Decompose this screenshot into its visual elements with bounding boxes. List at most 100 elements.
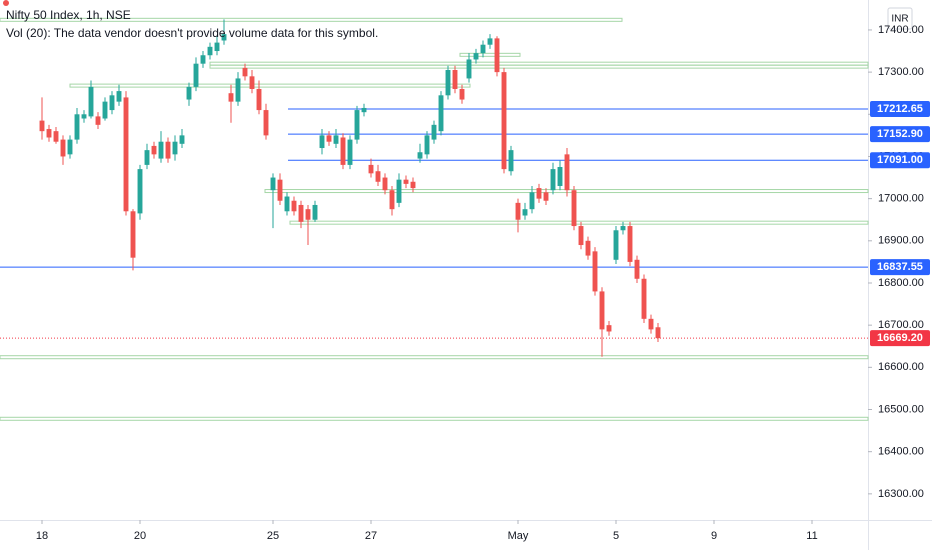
candle-body: [459, 88, 465, 100]
candle-body: [585, 240, 591, 256]
candle-body: [263, 110, 269, 136]
candle-body: [326, 135, 332, 142]
candle-body: [207, 46, 213, 56]
x-tick-label: 25: [267, 530, 279, 542]
candle-body: [298, 204, 304, 222]
currency: INR: [891, 14, 908, 25]
candle-body: [130, 211, 136, 258]
candle-body: [158, 141, 164, 159]
candle-body: [277, 179, 283, 201]
candle-body: [592, 251, 598, 292]
candle-body: [445, 70, 451, 96]
plot-area: [0, 17, 869, 421]
candle-body: [221, 34, 227, 41]
candle-body: [522, 209, 528, 216]
candle-body: [123, 97, 129, 212]
candle-body: [466, 59, 472, 79]
candle-body: [529, 192, 535, 210]
candle-body: [270, 177, 276, 191]
candle-body: [494, 38, 500, 73]
candle-body: [655, 327, 661, 339]
zone-line: [0, 416, 869, 421]
candle-body: [305, 209, 311, 220]
zone-line: [0, 17, 623, 22]
candle-body: [375, 171, 381, 182]
candle-body: [410, 181, 416, 189]
candle-body: [396, 179, 402, 203]
x-tick-label: 11: [806, 530, 817, 542]
candle-body: [543, 192, 549, 201]
candle-body: [186, 86, 192, 100]
candle-body: [508, 150, 514, 172]
price-line-label: 16837.55: [877, 261, 923, 273]
candle-body: [417, 152, 423, 159]
candle-body: [137, 169, 143, 214]
candle-body: [109, 95, 115, 111]
candle-body: [312, 204, 318, 220]
candle-body: [452, 70, 458, 89]
price-line-label: 17091.00: [877, 154, 923, 166]
zone-line: [209, 64, 869, 69]
candle-body: [46, 129, 52, 138]
y-tick-label: 16500.00: [878, 403, 924, 415]
candle-body: [389, 190, 395, 210]
candle-body: [564, 154, 570, 191]
currency-box[interactable]: [887, 7, 913, 30]
candle-body: [354, 110, 360, 140]
price-line-badge: [870, 152, 930, 169]
chart-title: Nifty 50 Index, 1h, NSE: [6, 8, 131, 22]
candle-body: [620, 226, 626, 231]
y-tick-label: 17300.00: [878, 66, 924, 78]
x-tick-label: 18: [36, 530, 48, 542]
y-tick-label: 16800.00: [878, 277, 924, 289]
y-tick-label: 16600.00: [878, 361, 924, 373]
candle-body: [473, 53, 479, 60]
candle-body: [249, 76, 255, 89]
status-icon: [3, 0, 9, 6]
candle-body: [291, 200, 297, 212]
candle-body: [67, 139, 73, 155]
zone-line: [0, 355, 869, 360]
y-tick-label: 16700.00: [878, 319, 924, 331]
candle-body: [599, 291, 605, 330]
y-tick-label: 16300.00: [878, 488, 924, 500]
candle-body: [648, 318, 654, 330]
candle-body: [347, 139, 353, 165]
candle-body: [193, 63, 199, 87]
zone-line: [289, 220, 869, 225]
candle-body: [319, 135, 325, 149]
price-line-badge: [870, 100, 930, 117]
x-tick-label: 5: [613, 530, 619, 542]
candle-body: [606, 325, 612, 332]
candle-body: [634, 259, 640, 279]
price-line-badge: [870, 259, 930, 276]
candle-body: [151, 145, 157, 155]
candle-body: [95, 116, 101, 125]
candle-body: [242, 67, 248, 77]
candle-body: [179, 135, 185, 144]
y-tick-label: 16400.00: [878, 446, 924, 458]
candle-body: [431, 124, 437, 140]
zone-line: [69, 83, 471, 88]
candle-body: [144, 150, 150, 165]
candle-body: [116, 91, 122, 102]
y-tick-label: 17400.00: [878, 24, 924, 36]
price-line-label: 17212.65: [877, 103, 923, 115]
candle-body: [501, 72, 507, 170]
candle-body: [368, 164, 374, 174]
candle-body: [333, 135, 339, 144]
candle-body: [60, 139, 66, 157]
price-line-badge: [870, 126, 930, 143]
x-tick-label: May: [508, 530, 529, 542]
x-tick-label: 20: [134, 530, 146, 542]
candle-body: [641, 278, 647, 319]
candle-body: [403, 179, 409, 184]
candle-body: [200, 55, 206, 64]
candle-body: [627, 226, 633, 262]
candle-body: [557, 167, 563, 186]
last-price-badge: [870, 330, 930, 347]
candle-body: [571, 190, 577, 227]
candle-body: [340, 137, 346, 165]
